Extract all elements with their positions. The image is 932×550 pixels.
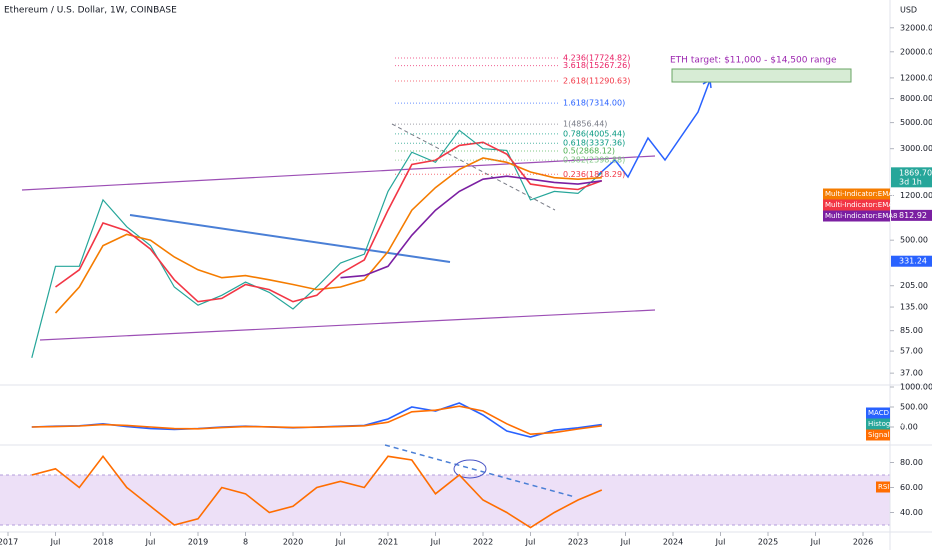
legend-label: Multi-Indicator:EMA4 [825, 190, 898, 198]
price-badge-label: 1869.70 [899, 168, 932, 177]
legend-pill [866, 418, 890, 430]
y-tick-label: 0.00 [900, 423, 918, 432]
x-tick-label: Jul [335, 538, 346, 547]
y-tick-label: 12000.00 [900, 73, 932, 82]
series-line [31, 454, 603, 529]
rsi-circle [453, 459, 487, 479]
channel-lower [39, 309, 656, 341]
legend-label: Multi-Indicator:EMA2 [825, 201, 898, 209]
price-badge [891, 167, 932, 188]
legend-label: Signal [868, 431, 890, 439]
channel-upper [21, 155, 656, 191]
legend-pill [823, 188, 890, 200]
x-tick-label: 2017 [0, 538, 18, 547]
legend-label: MACD [868, 409, 889, 417]
fib-label: 2.618(11290.63) [563, 76, 630, 85]
x-tick-label: 2021 [378, 538, 398, 547]
series-line [31, 405, 602, 436]
x-tick-label: Jul [715, 538, 726, 547]
price-badge-sub: 3d 1h [899, 177, 922, 186]
x-tick-label: 2026 [853, 538, 873, 547]
fib-label: 1(4856.44) [563, 120, 607, 129]
y-tick-label: 80.00 [900, 458, 923, 467]
fib-label: 0.618(3337.36) [563, 139, 625, 148]
fib-label: 0.382(2398.88) [563, 156, 625, 165]
x-tick-label: 2019 [188, 538, 208, 547]
x-tick-label: Jul [430, 538, 441, 547]
price-badge [891, 209, 932, 221]
y-tick-label: 135.00 [900, 303, 928, 312]
annotation: ETH target: $11,000 - $14,500 range [670, 56, 837, 66]
y-tick-label: 60.00 [900, 483, 923, 492]
series-line [340, 175, 602, 279]
x-tick-label: Jul [525, 538, 536, 547]
fib-label: 1.618(7314.00) [563, 99, 625, 108]
y-tick-label: 20000.00 [900, 47, 932, 56]
projection [597, 79, 711, 179]
target-box [671, 68, 852, 83]
y-tick-label: 57.00 [900, 347, 923, 356]
y-tick-label: 500.00 [900, 403, 928, 412]
x-tick-label: 2023 [568, 538, 588, 547]
y-tick-label: 32000.00 [900, 23, 932, 32]
x-tick-label: 2022 [473, 538, 493, 547]
x-tick-label: 2018 [93, 538, 113, 547]
price-badge-label: 812.92 [899, 211, 927, 220]
x-tick-label: 2025 [758, 538, 778, 547]
y-tick-label: 8000.00 [900, 94, 932, 103]
currency: USD [900, 6, 917, 15]
trendline-dashed [391, 123, 556, 211]
legend-label: Multi-Indicator:EMA8 [825, 212, 898, 220]
y-tick-label: 3000.00 [900, 144, 932, 153]
price-badge [891, 255, 932, 267]
x-tick-label: Jul [50, 538, 61, 547]
y-tick-label: 5000.00 [900, 118, 932, 127]
legend-pill [866, 429, 890, 441]
fib-label: 0.5(2868.12) [563, 146, 615, 155]
x-tick-label: Jul [810, 538, 821, 547]
y-tick-label: 85.00 [900, 326, 923, 335]
x-tick-label: 8 [243, 538, 248, 547]
rsi-trendline [384, 444, 576, 498]
fib-label: 3.618(15267.26) [563, 61, 630, 70]
series-line [31, 129, 603, 358]
fib-label: 0.786(4005.44) [563, 129, 625, 138]
fib-label: 0.236(1818.29) [563, 170, 625, 179]
fib-label: 4.236(17724.82) [563, 53, 630, 62]
y-tick-label: 37.00 [900, 369, 923, 378]
x-tick-label: 2024 [663, 538, 683, 547]
y-tick-label: 500.00 [900, 236, 928, 245]
y-tick-label: 1200.00 [900, 191, 932, 200]
y-tick-label: 205.00 [900, 281, 928, 290]
price-badge-label: 331.24 [899, 257, 927, 266]
y-tick-label: 40.00 [900, 508, 923, 517]
legend-pill [866, 407, 890, 419]
legend-pill [823, 199, 890, 211]
legend-label: RSI [878, 483, 889, 491]
legend-label: Histogram [868, 420, 904, 428]
legend-pill [823, 210, 890, 222]
series-line [55, 141, 603, 303]
x-tick-label: Jul [145, 538, 156, 547]
series-line [54, 157, 602, 314]
legend-pill [876, 481, 890, 493]
chart-title: Ethereum / U.S. Dollar, 1W, COINBASE [4, 6, 177, 16]
rsi-band [0, 475, 890, 525]
x-tick-label: Jul [620, 538, 631, 547]
x-tick-label: 2020 [283, 538, 303, 547]
y-tick-label: 1000.00 [900, 383, 932, 392]
